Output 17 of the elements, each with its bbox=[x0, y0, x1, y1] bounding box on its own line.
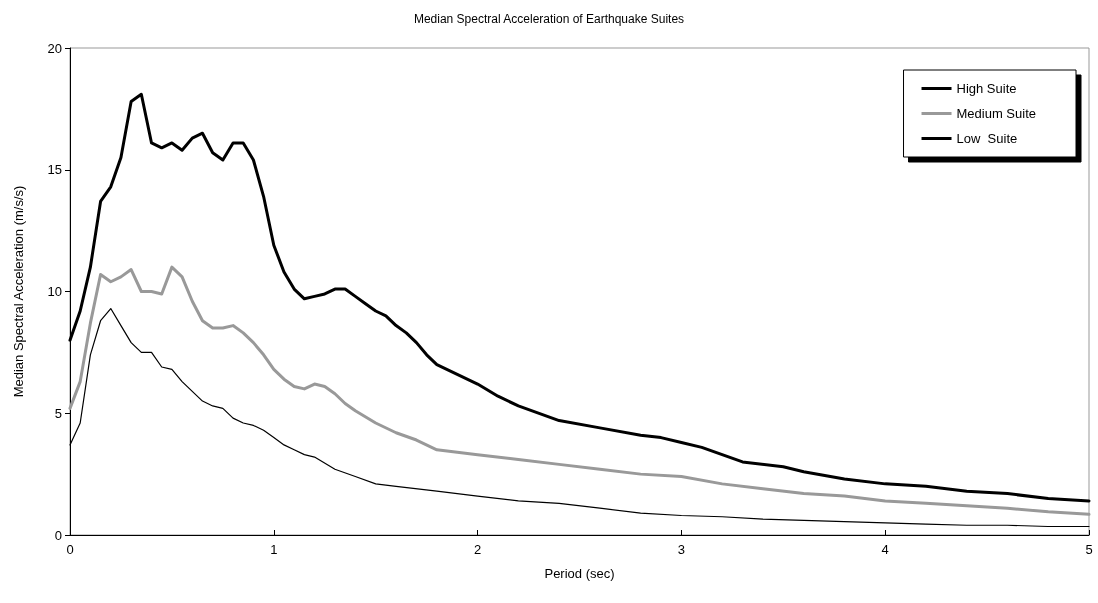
x-tick-label: 3 bbox=[677, 542, 686, 557]
x-tick-label: 4 bbox=[881, 542, 889, 557]
chart-title: Median Spectral Acceleration of Earthquake Suites bbox=[413, 12, 685, 26]
legend-label: High Suite bbox=[956, 81, 1017, 96]
x-tick-label: 5 bbox=[1085, 542, 1093, 557]
y-axis-title: Median Spectral Acceleration (m/s/s) bbox=[11, 185, 26, 398]
legend-label: Low Suite bbox=[956, 131, 1018, 146]
x-tick-label: 1 bbox=[270, 542, 278, 557]
y-tick-label: 15 bbox=[47, 162, 62, 178]
x-tick-label: 2 bbox=[473, 542, 482, 557]
x-tick-label: 0 bbox=[66, 542, 74, 557]
y-tick-label: 10 bbox=[47, 284, 62, 299]
y-tick-label: 20 bbox=[47, 40, 62, 56]
legend-label: Medium Suite bbox=[956, 106, 1037, 121]
y-tick-label: 0 bbox=[54, 527, 62, 543]
y-tick-label: 5 bbox=[54, 405, 62, 421]
x-axis-title: Period (sec) bbox=[544, 566, 615, 581]
